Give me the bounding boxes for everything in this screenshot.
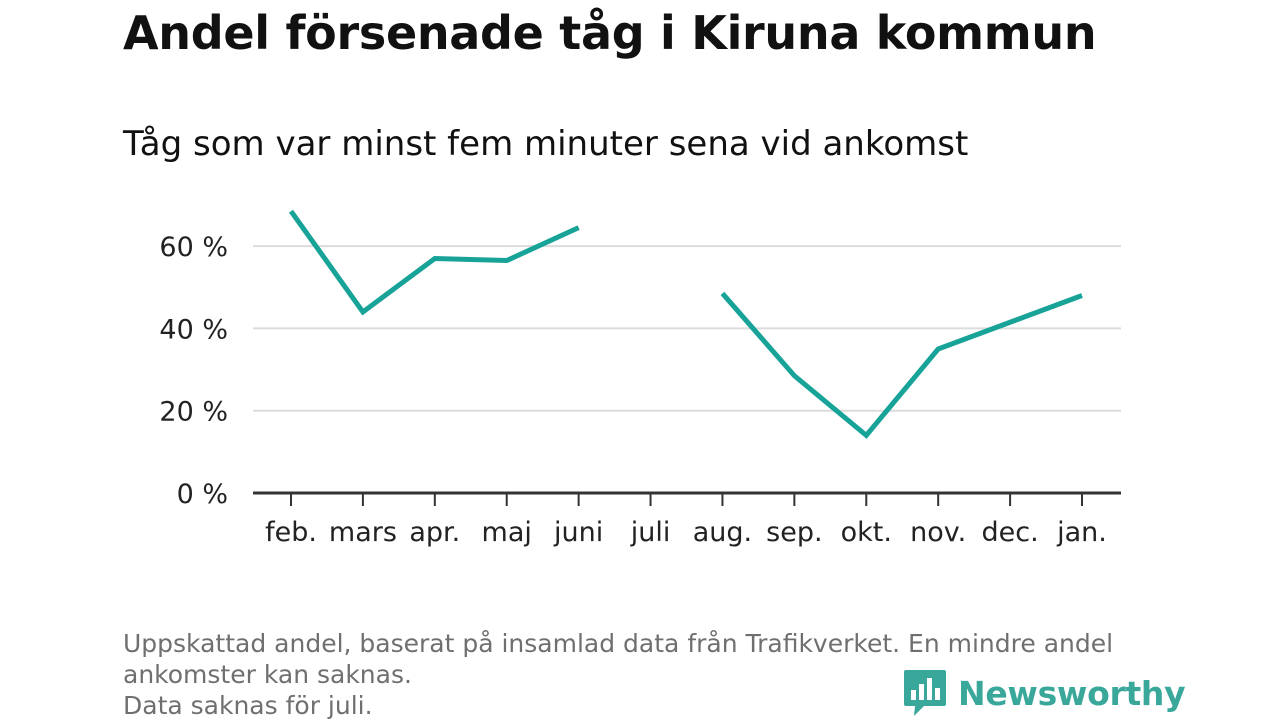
series-line-segment	[720, 291, 1083, 439]
x-tick-label: juni	[553, 517, 603, 548]
x-tick-label: feb.	[265, 517, 317, 548]
bar-chart-speech-bubble-icon	[904, 670, 946, 716]
series-lines	[288, 209, 1083, 439]
x-tick-label: mars	[329, 517, 397, 548]
y-tick-label: 20 %	[159, 397, 228, 428]
y-tick-label: 40 %	[159, 314, 228, 345]
y-tick-label: 60 %	[159, 232, 228, 263]
footnote: Uppskattad andel, baserat på insamlad da…	[123, 628, 1163, 721]
y-axis-ticks: 0 % 20 % 40 % 60 %	[159, 232, 228, 510]
x-tick-label: okt.	[841, 517, 892, 548]
footnote-line-1: Uppskattad andel, baserat på insamlad da…	[123, 629, 1114, 658]
chart-subtitle: Tåg som var minst fem minuter sena vid a…	[123, 124, 969, 164]
series-line-segment	[288, 209, 580, 316]
x-tick-label: dec.	[981, 517, 1038, 548]
x-tick-label: sep.	[766, 517, 822, 548]
x-tick-label: nov.	[910, 517, 966, 548]
y-tick-label: 0 %	[177, 479, 228, 510]
footnote-line-3: Data saknas för juli.	[123, 691, 373, 720]
x-tick-label: aug.	[693, 517, 752, 548]
footnote-line-2: ankomster kan saknas.	[123, 660, 412, 689]
x-axis-ticks: feb. mars apr. maj juni juli aug. sep. okt. nov. d…	[265, 493, 1107, 548]
x-tick-label: maj	[482, 517, 532, 548]
x-tick-label: juli	[630, 517, 671, 548]
chart-title: Andel försenade tåg i Kiruna kommun	[123, 6, 1097, 60]
x-tick-label: apr.	[409, 517, 460, 548]
x-tick-label: jan.	[1056, 517, 1107, 548]
gridlines	[253, 245, 1121, 412]
brand-logo: Newsworthy	[902, 668, 1186, 718]
brand-name: Newsworthy	[958, 673, 1186, 713]
